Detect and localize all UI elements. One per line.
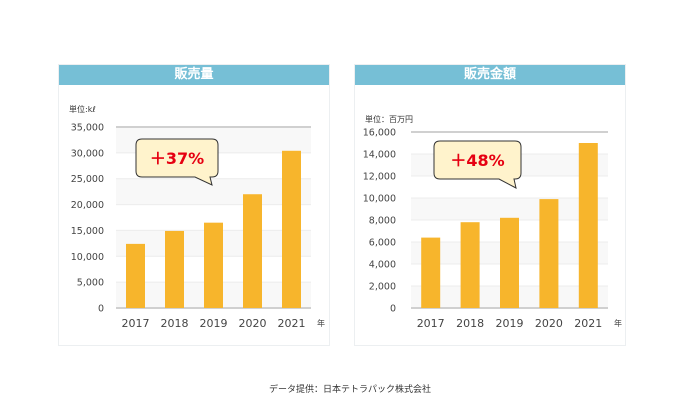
y-tick-label: 4,000 <box>369 260 396 271</box>
bar <box>126 243 145 308</box>
y-tick-label: 25,000 <box>71 174 104 185</box>
growth-callout: ＋48% <box>450 151 504 170</box>
y-tick-label: 8,000 <box>369 216 396 227</box>
bar <box>539 199 559 308</box>
sales-amount-chart: 単位：百万円 0 2,000 4,000 6,000 8,000 10,000 12,000 1… <box>363 114 622 330</box>
panel-title: 販売金額 <box>355 65 625 85</box>
x-tick-label: 2020 <box>239 317 267 330</box>
callout-bubble <box>433 140 522 189</box>
data-source-note: データ提供：日本テトラパック株式会社 <box>269 385 431 395</box>
y-tick-label: 10,000 <box>71 252 104 263</box>
y-tick-label: 14,000 <box>363 150 396 161</box>
x-tick-label: 2020 <box>535 317 563 330</box>
x-tick-label: 2021 <box>574 317 602 330</box>
bar <box>243 194 262 308</box>
x-unit-label: 年 <box>317 318 325 328</box>
y-tick-label: 2,000 <box>369 282 396 293</box>
y-tick-label: 12,000 <box>363 172 396 183</box>
sales-volume-chart: 単位:kℓ 0 5,000 10,000 15,000 20,000 25,000 30,00… <box>69 104 325 330</box>
y-tick-label: 0 <box>390 304 396 315</box>
x-unit-label: 年 <box>614 318 622 328</box>
grid-band <box>411 198 608 220</box>
y-tick-label: 5,000 <box>77 278 104 289</box>
y-tick-label: 0 <box>98 304 104 315</box>
unit-label: 単位：百万円 <box>365 114 413 124</box>
x-tick-label: 2017 <box>417 317 445 330</box>
bar <box>460 222 480 308</box>
x-tick-label: 2017 <box>122 317 150 330</box>
y-tick-label: 16,000 <box>363 128 396 139</box>
bar <box>578 143 598 308</box>
x-tick-label: 2019 <box>496 317 524 330</box>
unit-label: 単位:kℓ <box>69 104 96 114</box>
y-tick-label: 35,000 <box>71 123 104 134</box>
bar <box>165 230 184 308</box>
sales-volume-panel: 販売量 単位:kℓ 0 5,000 10,000 15,000 20,000 25,000 3… <box>58 64 330 346</box>
bar <box>421 237 441 308</box>
x-tick-label: 2018 <box>456 317 484 330</box>
y-tick-label: 10,000 <box>363 194 396 205</box>
x-tick-label: 2018 <box>161 317 189 330</box>
x-tick-label: 2021 <box>278 317 306 330</box>
bar <box>282 150 301 308</box>
y-tick-label: 20,000 <box>71 200 104 211</box>
growth-callout: ＋37% <box>150 149 204 168</box>
x-tick-label: 2019 <box>200 317 228 330</box>
sales-amount-panel: 販売金額 単位：百万円 0 2,000 4,000 6,000 8,000 10,000 12… <box>354 64 626 346</box>
panel-title: 販売量 <box>59 65 329 85</box>
y-tick-label: 6,000 <box>369 238 396 249</box>
grid-band <box>116 178 311 205</box>
callout-bubble <box>135 138 219 186</box>
bar <box>204 222 223 308</box>
y-tick-label: 30,000 <box>71 148 104 159</box>
y-tick-label: 15,000 <box>71 226 104 237</box>
bar <box>500 217 519 308</box>
